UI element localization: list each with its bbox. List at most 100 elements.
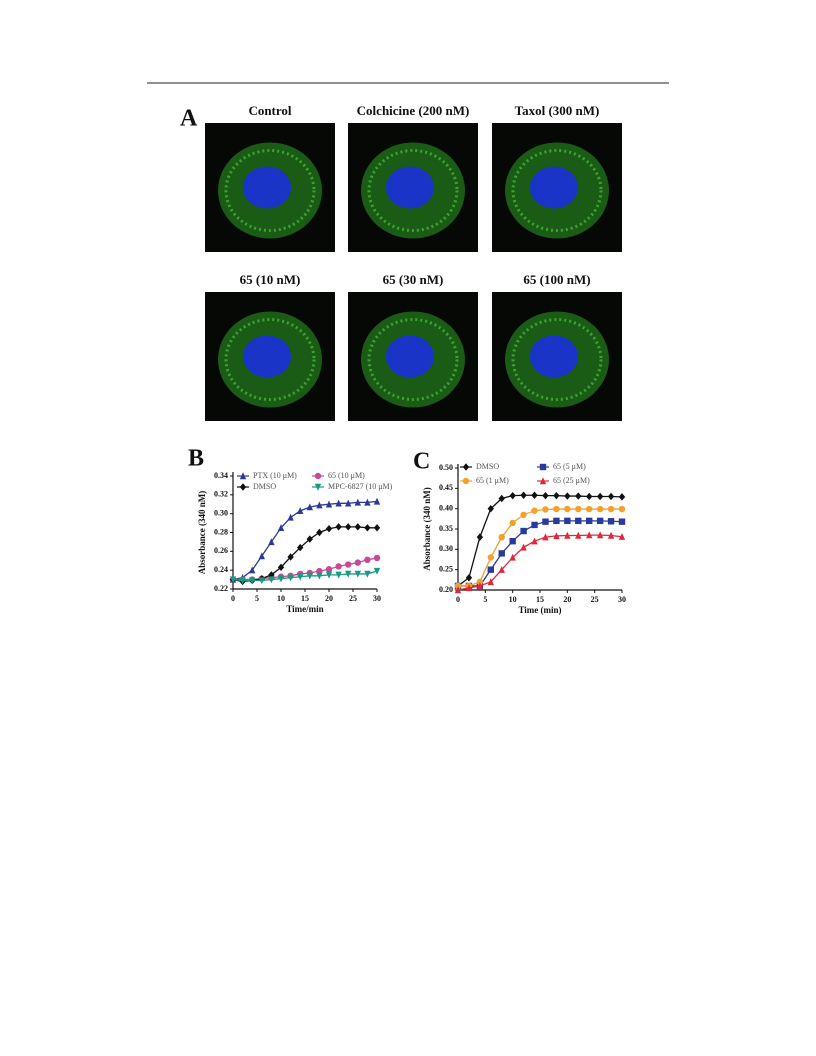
legend-marker xyxy=(314,483,322,491)
data-point xyxy=(239,577,246,585)
data-point xyxy=(287,553,294,561)
data-point xyxy=(373,554,381,562)
data-point xyxy=(316,572,323,580)
cell-texture xyxy=(224,149,316,232)
data-point xyxy=(345,523,352,531)
image-title: 65 (100 nM) xyxy=(523,272,590,287)
data-point xyxy=(553,517,560,525)
data-point xyxy=(277,575,285,583)
data-point xyxy=(542,506,549,513)
legend-marker xyxy=(314,472,322,480)
data-point xyxy=(607,518,615,525)
y-tick-label: 0.45 xyxy=(439,483,453,492)
nucleus xyxy=(386,335,434,378)
data-point xyxy=(520,543,527,551)
y-tick-label: 0.32 xyxy=(214,490,228,499)
data-point xyxy=(498,533,505,541)
y-tick-label: 0.30 xyxy=(214,508,228,517)
legend-marker xyxy=(539,463,547,471)
data-point xyxy=(297,573,304,581)
data-point xyxy=(596,517,604,525)
data-point xyxy=(249,566,256,574)
data-point xyxy=(618,533,626,540)
data-point xyxy=(586,505,593,513)
y-tick-label: 0.50 xyxy=(439,463,453,472)
data-point xyxy=(596,505,604,513)
x-tick-label: 30 xyxy=(373,594,381,603)
nucleus xyxy=(386,166,434,209)
nucleus xyxy=(243,335,291,378)
data-point xyxy=(258,577,265,585)
y-tick-label: 0.35 xyxy=(439,524,453,533)
x-tick-label: 15 xyxy=(536,595,544,604)
x-tick-label: 0 xyxy=(456,595,460,604)
data-point xyxy=(542,533,549,541)
series-line xyxy=(458,520,623,587)
nucleus xyxy=(530,166,578,209)
cell-texture xyxy=(367,318,459,401)
image-title: 65 (10 nM) xyxy=(240,272,301,287)
data-point xyxy=(618,493,626,501)
data-point xyxy=(297,507,304,515)
data-point xyxy=(268,538,275,546)
data-point xyxy=(476,533,484,541)
data-point xyxy=(277,524,285,531)
series-line xyxy=(232,526,377,583)
panel-label: A xyxy=(180,106,198,132)
series-line xyxy=(457,494,623,587)
data-point xyxy=(354,498,361,506)
cell-texture xyxy=(224,318,316,401)
panel-label: C xyxy=(413,449,430,475)
data-point xyxy=(465,574,473,582)
y-tick-label: 0.34 xyxy=(214,471,228,480)
data-point xyxy=(364,498,371,506)
series-line xyxy=(232,570,378,582)
data-point xyxy=(335,563,342,570)
data-point xyxy=(306,572,313,580)
data-point xyxy=(465,584,473,592)
data-point xyxy=(354,559,361,566)
x-tick-label: 20 xyxy=(325,594,333,603)
data-point xyxy=(454,586,462,594)
x-tick-label: 20 xyxy=(563,595,571,604)
panel-label: B xyxy=(188,446,204,472)
data-point xyxy=(575,517,582,525)
data-point xyxy=(277,563,285,572)
legend-label: PTX (10 μM) xyxy=(253,471,297,480)
data-point xyxy=(498,550,505,557)
legend-marker xyxy=(239,472,247,480)
data-point xyxy=(364,570,371,578)
data-point xyxy=(364,524,371,532)
data-point xyxy=(575,505,582,513)
data-point xyxy=(509,519,516,527)
data-point xyxy=(487,578,494,586)
data-point xyxy=(607,505,615,513)
data-point xyxy=(487,554,494,561)
data-point xyxy=(564,492,571,500)
data-point xyxy=(287,513,294,521)
x-tick-label: 30 xyxy=(618,595,626,604)
data-point xyxy=(325,500,333,508)
y-axis-title: Absorbance (340 nM) xyxy=(197,491,207,575)
data-point xyxy=(509,553,516,561)
data-point xyxy=(607,531,615,539)
data-point xyxy=(454,582,462,590)
data-point xyxy=(618,518,626,525)
data-point xyxy=(542,491,549,500)
data-point xyxy=(575,531,582,539)
cell-texture xyxy=(367,149,459,232)
data-point xyxy=(306,535,313,543)
data-point xyxy=(586,517,593,525)
data-point xyxy=(618,505,626,513)
data-point xyxy=(354,523,361,531)
data-point xyxy=(373,497,381,505)
image-title: Taxol (300 nM) xyxy=(515,103,600,118)
data-point xyxy=(306,503,313,511)
data-point xyxy=(586,492,593,501)
cell-texture xyxy=(511,149,603,232)
legend-label: 65 (10 μM) xyxy=(328,471,365,480)
data-point xyxy=(509,538,516,545)
data-point xyxy=(531,507,538,514)
